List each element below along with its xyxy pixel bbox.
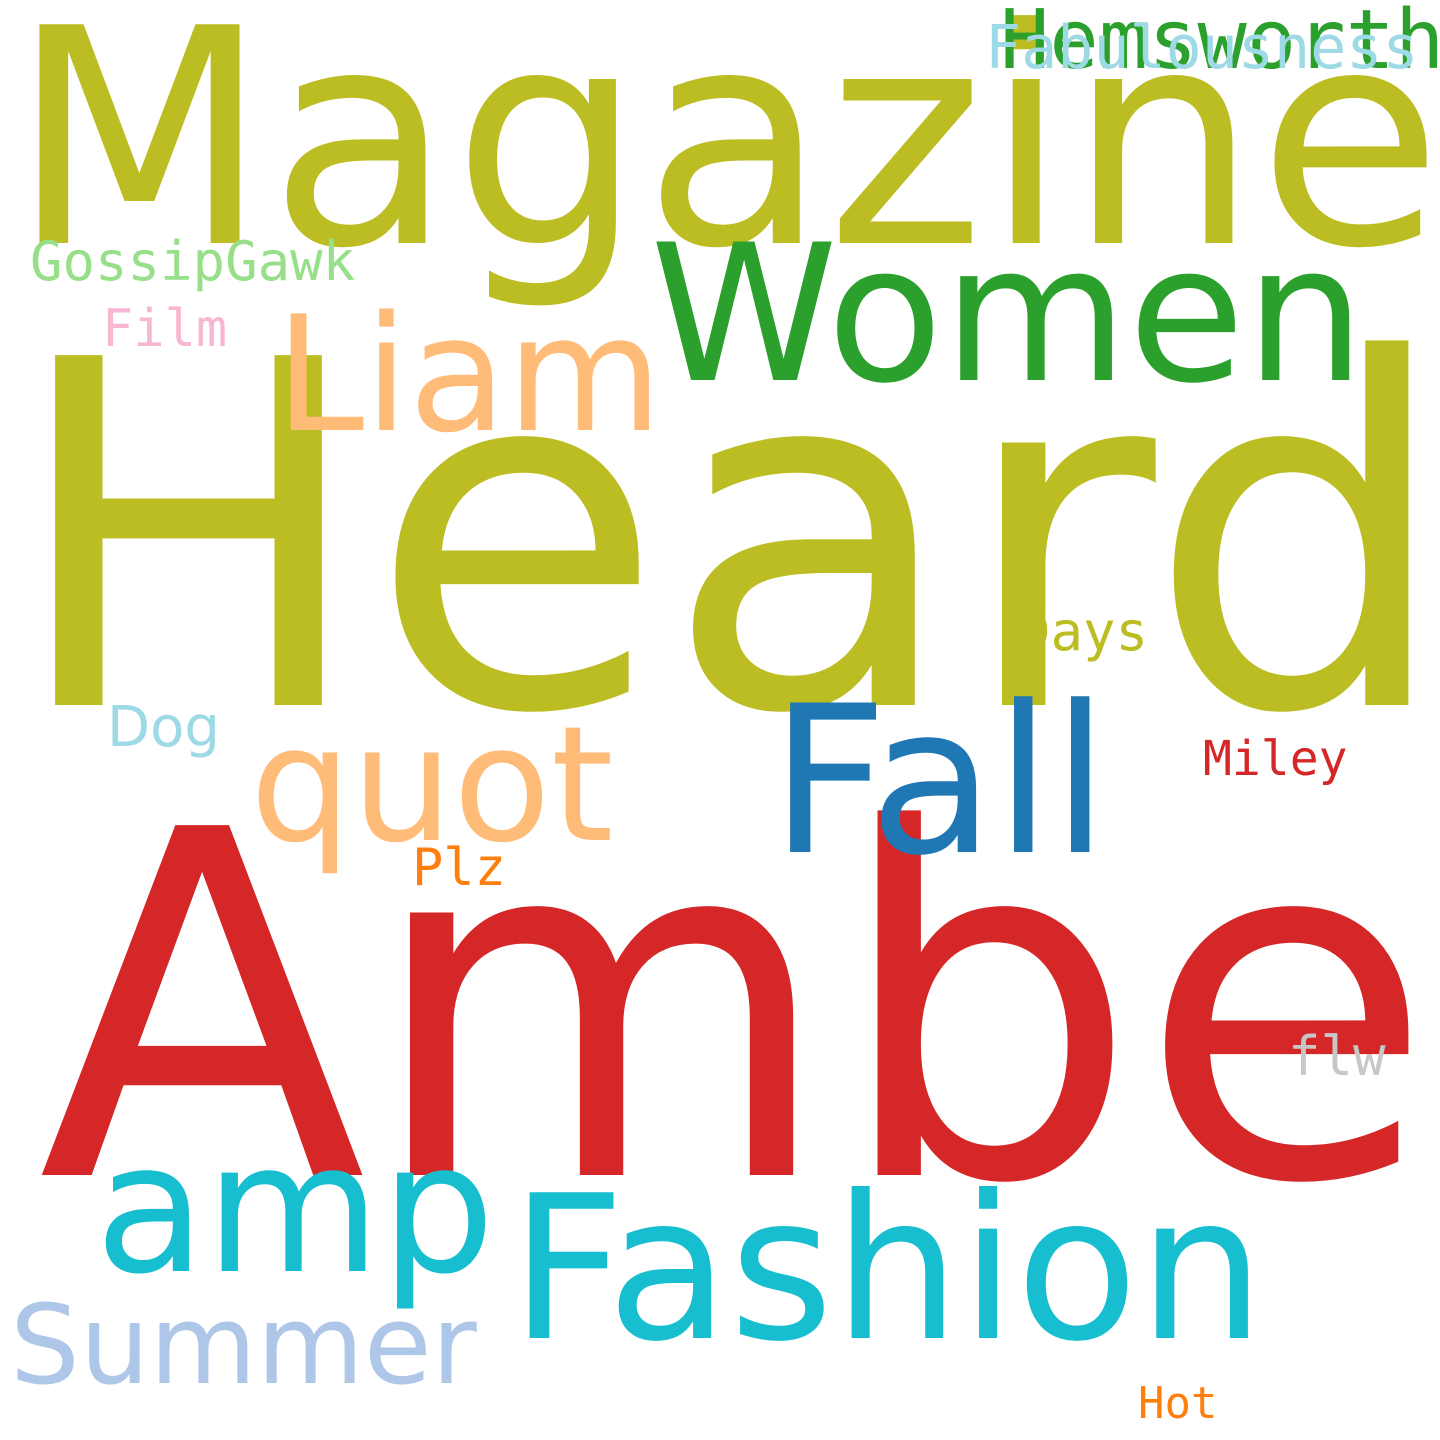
word-liam: Liam	[275, 281, 663, 468]
word-magazine: Magazine	[10, 0, 1440, 314]
word-women: Women	[650, 204, 1366, 425]
word-fashion: Fashion	[510, 1153, 1265, 1386]
word-fall: Fall	[770, 663, 1109, 901]
word-flw: flw	[1288, 1025, 1386, 1088]
word-heard: Heard	[8, 260, 1440, 819]
word-fabulousness: Fabulousness	[985, 13, 1419, 83]
word-gossipgawk: GossipGawk	[30, 230, 356, 293]
word-plz: Plz	[412, 838, 506, 898]
word-amber: Amber	[38, 730, 1440, 1289]
word-dog: Dog	[107, 695, 220, 760]
word-miley: Miley	[1203, 731, 1348, 787]
word-film: Film	[102, 299, 228, 359]
word-hemsworth: Hemsworth	[1000, 0, 1440, 88]
word-summer: Summer	[10, 1281, 477, 1409]
word-days: Days	[1018, 600, 1149, 663]
word-amp: amp	[95, 1105, 495, 1314]
word-hot: Hot	[1138, 1378, 1218, 1429]
word-quot: quot	[250, 691, 614, 878]
